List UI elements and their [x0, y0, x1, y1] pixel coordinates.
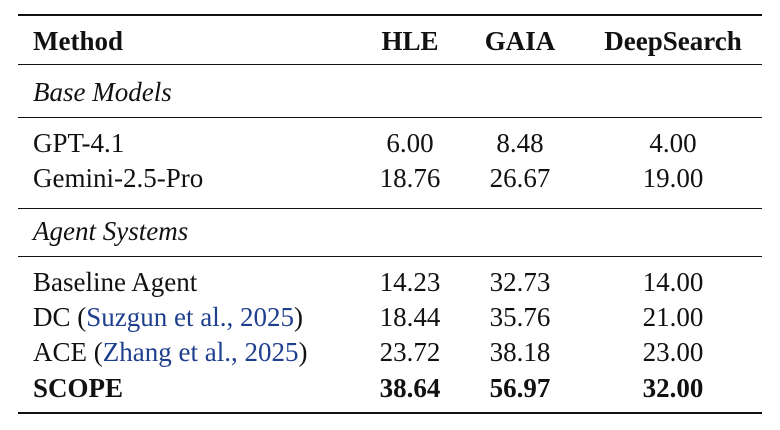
value-cell: 4.00 — [649, 128, 697, 158]
value-cell: 35.76 — [489, 301, 551, 332]
value-cell: 18.44 — [379, 301, 441, 332]
method-cell: SCOPE — [33, 373, 123, 403]
method-name: DC ( — [33, 301, 87, 332]
value-cell: 32.00 — [642, 372, 704, 403]
method-name: SCOPE — [33, 372, 124, 403]
section-title: Base Models — [33, 77, 172, 107]
value-cell: 14.00 — [642, 266, 704, 297]
value-cell: 23.00 — [642, 337, 704, 368]
method-cell: DC (Suzgun et al., 2025) — [33, 302, 303, 332]
method-cell: Baseline Agent — [33, 267, 197, 297]
value-cell: 26.67 — [489, 163, 551, 194]
header-cell: Method — [33, 26, 123, 56]
rule — [18, 117, 762, 119]
method-name: Baseline Agent — [33, 266, 198, 297]
rule — [18, 14, 762, 16]
rule — [18, 411, 762, 414]
value-cell: 23.72 — [379, 337, 441, 368]
value-cell: 21.00 — [642, 301, 704, 332]
value-cell: 6.00 — [386, 128, 434, 158]
value-cell: 19.00 — [642, 163, 704, 194]
citation: Zhang et al., 2025 — [102, 337, 299, 368]
method-cell: GPT-4.1 — [33, 128, 124, 158]
value-cell: 14.23 — [379, 266, 441, 297]
section-title: Agent Systems — [33, 215, 189, 246]
method-name: GPT-4.1 — [33, 128, 125, 158]
method-cell: Gemini-2.5-Pro — [33, 163, 203, 193]
rule — [18, 207, 762, 209]
citation: Suzgun et al., 2025 — [86, 301, 294, 332]
rule — [18, 255, 762, 257]
value-cell: 8.48 — [496, 128, 544, 158]
method-name: ACE ( — [33, 337, 103, 368]
citation-close: ) — [293, 301, 303, 332]
header-cell: GAIA — [484, 26, 556, 56]
value-cell: 38.18 — [489, 337, 551, 368]
rule — [18, 64, 762, 66]
method-name: Gemini-2.5-Pro — [33, 163, 204, 194]
citation-close: ) — [298, 337, 308, 368]
value-cell: 18.76 — [379, 163, 441, 194]
value-cell: 32.73 — [489, 266, 551, 297]
value-cell: 56.97 — [489, 372, 551, 403]
header-cell: DeepSearch — [604, 26, 742, 56]
method-cell: ACE (Zhang et al., 2025) — [33, 337, 307, 367]
value-cell: 38.64 — [379, 372, 441, 403]
header-cell: HLE — [381, 26, 439, 56]
